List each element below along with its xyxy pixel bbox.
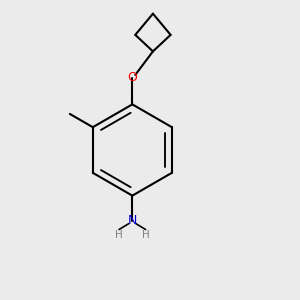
Text: H: H [142, 230, 149, 240]
Text: O: O [128, 71, 137, 84]
Text: N: N [128, 214, 137, 227]
Text: H: H [115, 230, 123, 240]
